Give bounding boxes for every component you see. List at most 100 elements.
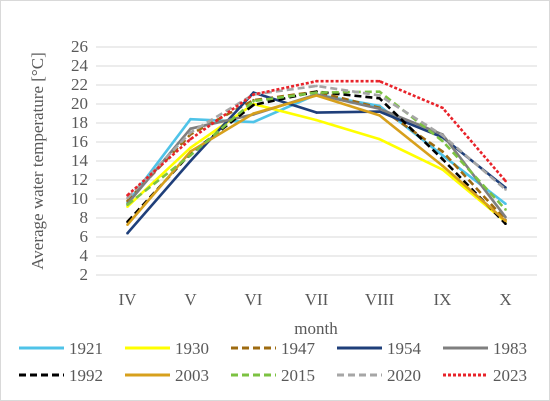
y-tick-label: 26 bbox=[71, 37, 88, 56]
y-tick-label: 24 bbox=[71, 56, 89, 75]
data-point bbox=[189, 131, 192, 134]
legend-item-1992: 1992 bbox=[19, 366, 103, 385]
data-point bbox=[441, 150, 444, 153]
data-point bbox=[378, 79, 381, 83]
series-2020 bbox=[126, 84, 507, 200]
y-tick-label: 8 bbox=[80, 208, 89, 227]
data-point bbox=[126, 203, 129, 206]
data-point bbox=[504, 222, 507, 225]
legend-label: 2015 bbox=[281, 366, 315, 385]
gridlines bbox=[96, 46, 537, 276]
series-lines bbox=[126, 79, 507, 235]
data-point bbox=[315, 84, 318, 88]
data-point bbox=[378, 94, 381, 97]
data-point bbox=[315, 111, 318, 114]
legend-item-1954: 1954 bbox=[337, 339, 422, 358]
series-2015 bbox=[126, 90, 507, 211]
y-tick-label: 2 bbox=[80, 265, 89, 284]
data-point bbox=[126, 205, 129, 208]
legend-item-2023: 2023 bbox=[443, 366, 527, 385]
data-point bbox=[504, 202, 507, 206]
data-point bbox=[315, 94, 318, 97]
data-point bbox=[441, 168, 444, 171]
data-point bbox=[441, 154, 444, 157]
legend-item-2020: 2020 bbox=[337, 366, 421, 385]
data-point bbox=[441, 157, 444, 161]
data-point bbox=[252, 120, 255, 124]
legend-label: 1983 bbox=[493, 339, 527, 358]
data-point bbox=[378, 137, 381, 141]
data-point bbox=[378, 107, 381, 111]
data-point bbox=[504, 215, 507, 219]
legend-item-1947: 1947 bbox=[231, 339, 316, 358]
data-point bbox=[189, 154, 192, 157]
data-point bbox=[441, 139, 444, 143]
legend-label: 2020 bbox=[387, 366, 421, 385]
data-point bbox=[252, 93, 255, 96]
x-tick-label: IV bbox=[119, 290, 138, 309]
data-point bbox=[189, 137, 192, 141]
data-point bbox=[252, 99, 255, 103]
legend-label: 1992 bbox=[69, 366, 103, 385]
y-tick-label: 10 bbox=[71, 189, 88, 208]
y-tick-label: 16 bbox=[71, 132, 88, 151]
legend-item-1930: 1930 bbox=[125, 339, 209, 358]
data-point bbox=[441, 134, 444, 137]
legend-item-2003: 2003 bbox=[125, 366, 209, 385]
series-2003 bbox=[126, 94, 507, 226]
legend-label: 1947 bbox=[281, 339, 316, 358]
data-point bbox=[378, 114, 381, 117]
data-point bbox=[441, 106, 444, 110]
series-line-1947 bbox=[126, 90, 507, 221]
legend-label: 1954 bbox=[387, 339, 422, 358]
data-point bbox=[441, 164, 444, 168]
y-tick-label: 6 bbox=[80, 227, 89, 246]
data-point bbox=[378, 90, 381, 93]
y-tick-label: 4 bbox=[80, 246, 89, 265]
data-point bbox=[189, 127, 192, 130]
data-point bbox=[189, 117, 192, 121]
x-tick-label: X bbox=[499, 290, 511, 309]
x-tick-labels: IV V VI VII VIII IX X bbox=[119, 290, 512, 309]
data-point bbox=[126, 193, 129, 197]
series-line-2015 bbox=[126, 90, 507, 211]
legend-label: 1930 bbox=[175, 339, 209, 358]
y-tick-label: 12 bbox=[71, 170, 88, 189]
legend-item-1983: 1983 bbox=[443, 339, 527, 358]
data-point bbox=[126, 231, 129, 235]
x-axis-title: month bbox=[294, 319, 338, 338]
x-tick-label: VII bbox=[305, 290, 329, 309]
legend-label: 2023 bbox=[493, 366, 527, 385]
series-2023 bbox=[126, 79, 507, 197]
data-point bbox=[504, 219, 507, 223]
data-point bbox=[315, 91, 318, 94]
y-tick-label: 22 bbox=[71, 75, 88, 94]
y-tick-label: 18 bbox=[71, 113, 88, 132]
legend-item-1921: 1921 bbox=[19, 339, 103, 358]
x-tick-label: VI bbox=[245, 290, 263, 309]
data-point bbox=[315, 118, 318, 122]
data-point bbox=[189, 159, 192, 163]
y-axis-title: Average water temperature [°C] bbox=[28, 52, 47, 269]
data-point bbox=[126, 196, 129, 200]
data-point bbox=[378, 97, 381, 100]
legend: 1921 1930 1947 1954 1983 1992 2003 2015 2020 2023 bbox=[19, 339, 527, 385]
data-point bbox=[252, 112, 255, 115]
data-point bbox=[189, 150, 192, 153]
legend-label: 1921 bbox=[69, 339, 103, 358]
y-tick-label: 14 bbox=[71, 151, 89, 170]
data-point bbox=[504, 186, 507, 189]
data-point bbox=[189, 146, 192, 149]
legend-label: 2003 bbox=[175, 366, 209, 385]
data-point bbox=[315, 79, 318, 83]
data-point bbox=[504, 188, 507, 191]
data-point bbox=[504, 208, 507, 211]
y-tick-label: 20 bbox=[71, 94, 88, 113]
legend-item-2015: 2015 bbox=[231, 366, 315, 385]
data-point bbox=[252, 103, 255, 107]
x-tick-label: VIII bbox=[365, 290, 395, 309]
data-point bbox=[504, 179, 507, 183]
